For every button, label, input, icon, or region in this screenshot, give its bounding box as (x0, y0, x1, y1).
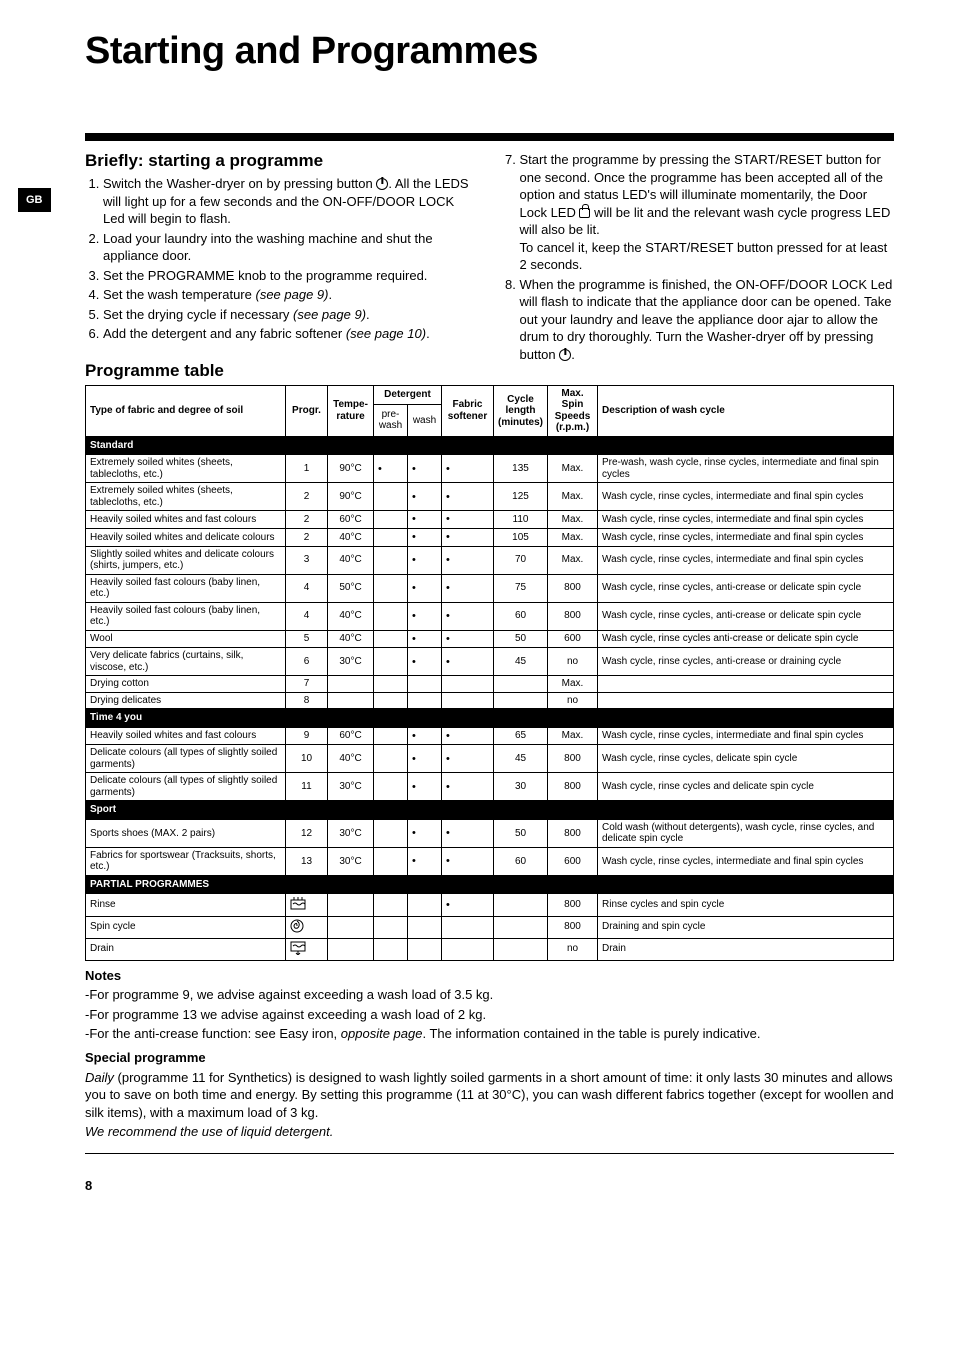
page-title: Starting and Programmes (85, 30, 894, 73)
table-row: Drying delicates8no (86, 692, 894, 709)
power-icon (559, 349, 571, 361)
th-desc: Description of wash cycle (598, 385, 894, 436)
step-item: Set the wash temperature (see page 9). (103, 286, 478, 304)
table-section-row: Time 4 you (86, 709, 894, 728)
table-row: Extremely soiled whites (sheets, tablecl… (86, 483, 894, 511)
divider-footer (85, 1153, 894, 1154)
step-item: When the programme is finished, the ON-O… (520, 276, 895, 364)
step-item: Switch the Washer-dryer on by pressing b… (103, 175, 478, 228)
table-row: Wool540°C••50600Wash cycle, rinse cycles… (86, 630, 894, 648)
table-row: Heavily soiled fast colours (baby linen,… (86, 574, 894, 602)
lock-icon (579, 208, 590, 218)
th-fabric: Type of fabric and degree of soil (86, 385, 286, 436)
note-line: -For programme 13 we advise against exce… (85, 1006, 894, 1024)
step-item: Add the detergent and any fabric softene… (103, 325, 478, 343)
th-spin: Max. Spin Speeds (r.p.m.) (548, 385, 598, 436)
programme-table: Type of fabric and degree of soil Progr.… (85, 385, 894, 961)
language-tab: GB (18, 188, 51, 212)
table-row: Rinse•800Rinse cycles and spin cycle (86, 894, 894, 916)
th-prewash: pre-wash (374, 404, 408, 436)
divider-thick (85, 133, 894, 141)
table-row: Heavily soiled whites and fast colours96… (86, 727, 894, 745)
briefly-heading: Briefly: starting a programme (85, 151, 478, 171)
special-heading: Special programme (85, 1049, 894, 1067)
special-text: Daily (programme 11 for Synthetics) is d… (85, 1069, 894, 1122)
table-row: Drying cotton7Max. (86, 676, 894, 693)
table-row: DrainnoDrain (86, 938, 894, 960)
note-line: -For programme 9, we advise against exce… (85, 986, 894, 1004)
th-temp: Tempe-rature (328, 385, 374, 436)
th-progr: Progr. (286, 385, 328, 436)
table-row: Delicate colours (all types of slightly … (86, 745, 894, 773)
rinse-icon (286, 894, 328, 916)
th-length: Cycle length (minutes) (494, 385, 548, 436)
step-item: Start the programme by pressing the STAR… (520, 151, 895, 274)
table-section-row: PARTIAL PROGRAMMES (86, 875, 894, 894)
steps-left-list: Switch the Washer-dryer on by pressing b… (85, 175, 478, 343)
note-line: -For the anti-crease function: see Easy … (85, 1025, 894, 1043)
table-row: Slightly soiled whites and delicate colo… (86, 546, 894, 574)
step-item: Set the drying cycle if necessary (see p… (103, 306, 478, 324)
table-row: Sports shoes (MAX. 2 pairs)1230°C••50800… (86, 819, 894, 847)
table-row: Heavily soiled whites and delicate colou… (86, 529, 894, 547)
notes-heading: Notes (85, 967, 894, 985)
step-item: Load your laundry into the washing machi… (103, 230, 478, 265)
step-item: Set the PROGRAMME knob to the programme … (103, 267, 478, 285)
spin-icon (286, 916, 328, 938)
table-row: Delicate colours (all types of slightly … (86, 773, 894, 801)
table-row: Fabrics for sportswear (Tracksuits, shor… (86, 847, 894, 875)
special-tail: We recommend the use of liquid detergent… (85, 1123, 894, 1141)
table-row: Very delicate fabrics (curtains, silk, v… (86, 648, 894, 676)
power-icon (376, 178, 388, 190)
table-row: Extremely soiled whites (sheets, tablecl… (86, 455, 894, 483)
table-section-row: Sport (86, 801, 894, 820)
table-row: Heavily soiled fast colours (baby linen,… (86, 602, 894, 630)
th-wash: wash (408, 404, 442, 436)
drain-icon (286, 938, 328, 960)
table-section-row: Standard (86, 436, 894, 455)
steps-right-list: Start the programme by pressing the STAR… (502, 151, 895, 364)
notes-lines: -For programme 9, we advise against exce… (85, 986, 894, 1043)
th-detergent: Detergent (374, 385, 442, 404)
programme-table-heading: Programme table (85, 361, 478, 381)
table-row: Heavily soiled whites and fast colours26… (86, 511, 894, 529)
th-softener: Fabric softener (442, 385, 494, 436)
table-row: Spin cycle800Draining and spin cycle (86, 916, 894, 938)
page-number: 8 (85, 1178, 894, 1193)
